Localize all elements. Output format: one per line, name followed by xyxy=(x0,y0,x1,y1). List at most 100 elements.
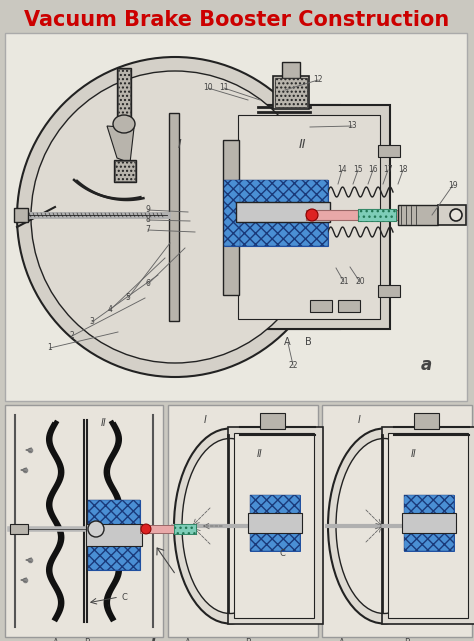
FancyBboxPatch shape xyxy=(438,205,466,225)
Text: I: I xyxy=(203,415,207,425)
FancyBboxPatch shape xyxy=(248,513,302,533)
FancyBboxPatch shape xyxy=(282,62,300,78)
Text: 8: 8 xyxy=(146,215,150,224)
FancyBboxPatch shape xyxy=(306,210,401,220)
Text: 9: 9 xyxy=(146,206,150,215)
FancyBboxPatch shape xyxy=(404,529,454,551)
Ellipse shape xyxy=(88,521,104,537)
FancyBboxPatch shape xyxy=(88,542,140,570)
Text: 7: 7 xyxy=(146,226,150,235)
FancyBboxPatch shape xyxy=(238,220,328,246)
Text: C: C xyxy=(121,593,127,602)
FancyBboxPatch shape xyxy=(5,33,467,401)
Text: B: B xyxy=(404,638,410,641)
FancyBboxPatch shape xyxy=(228,427,323,624)
Text: C: C xyxy=(279,549,285,558)
FancyBboxPatch shape xyxy=(10,524,28,534)
Text: 11: 11 xyxy=(219,83,229,92)
FancyBboxPatch shape xyxy=(238,180,328,206)
FancyBboxPatch shape xyxy=(88,500,140,528)
Text: b: b xyxy=(150,638,160,641)
FancyBboxPatch shape xyxy=(238,220,328,246)
Text: A: A xyxy=(53,638,59,641)
Ellipse shape xyxy=(113,115,135,133)
Text: c: c xyxy=(459,638,468,641)
Text: 2: 2 xyxy=(70,331,74,340)
Text: 17: 17 xyxy=(383,165,393,174)
FancyBboxPatch shape xyxy=(86,524,142,546)
Text: A: A xyxy=(283,337,290,347)
FancyBboxPatch shape xyxy=(117,68,131,123)
Text: B: B xyxy=(245,638,251,641)
FancyBboxPatch shape xyxy=(88,542,140,570)
Text: 5: 5 xyxy=(126,294,130,303)
FancyBboxPatch shape xyxy=(404,529,454,551)
FancyBboxPatch shape xyxy=(115,161,135,181)
FancyBboxPatch shape xyxy=(338,300,360,312)
FancyBboxPatch shape xyxy=(273,76,309,109)
FancyBboxPatch shape xyxy=(169,113,179,321)
Ellipse shape xyxy=(306,209,318,221)
Text: I: I xyxy=(357,415,360,425)
Text: 13: 13 xyxy=(347,122,357,131)
Text: 1: 1 xyxy=(47,344,52,353)
Text: 21: 21 xyxy=(339,278,349,287)
Text: I: I xyxy=(178,138,182,151)
Text: 16: 16 xyxy=(368,165,378,174)
Text: 22: 22 xyxy=(288,360,298,369)
FancyBboxPatch shape xyxy=(414,413,439,429)
FancyBboxPatch shape xyxy=(250,529,300,551)
FancyBboxPatch shape xyxy=(310,300,332,312)
FancyBboxPatch shape xyxy=(224,180,240,246)
Ellipse shape xyxy=(450,209,462,221)
FancyBboxPatch shape xyxy=(168,405,318,637)
FancyBboxPatch shape xyxy=(404,495,454,517)
Text: 3: 3 xyxy=(90,317,94,326)
Text: II: II xyxy=(298,138,306,151)
FancyBboxPatch shape xyxy=(275,78,307,107)
FancyBboxPatch shape xyxy=(398,205,438,225)
Ellipse shape xyxy=(328,428,440,624)
FancyBboxPatch shape xyxy=(238,180,328,206)
FancyBboxPatch shape xyxy=(5,405,163,637)
Text: B: B xyxy=(305,337,311,347)
FancyBboxPatch shape xyxy=(260,413,285,429)
Text: a: a xyxy=(420,356,432,374)
FancyBboxPatch shape xyxy=(140,525,178,533)
Polygon shape xyxy=(107,126,134,163)
FancyBboxPatch shape xyxy=(250,495,300,517)
FancyBboxPatch shape xyxy=(174,524,196,534)
Ellipse shape xyxy=(336,438,432,613)
Text: B: B xyxy=(84,638,90,641)
Text: 15: 15 xyxy=(353,165,363,174)
Text: 20: 20 xyxy=(355,278,365,287)
Text: II: II xyxy=(257,449,263,459)
Ellipse shape xyxy=(17,57,333,377)
Text: 12: 12 xyxy=(313,76,323,85)
FancyBboxPatch shape xyxy=(388,433,468,618)
FancyBboxPatch shape xyxy=(322,405,472,637)
FancyBboxPatch shape xyxy=(88,500,140,528)
Text: 14: 14 xyxy=(337,165,347,174)
FancyBboxPatch shape xyxy=(250,529,300,551)
Text: 19: 19 xyxy=(448,181,458,190)
FancyBboxPatch shape xyxy=(223,140,239,295)
FancyBboxPatch shape xyxy=(114,160,136,182)
Text: II: II xyxy=(101,418,107,428)
FancyBboxPatch shape xyxy=(230,105,390,329)
FancyBboxPatch shape xyxy=(118,69,130,122)
FancyBboxPatch shape xyxy=(404,495,454,517)
Text: 6: 6 xyxy=(146,279,150,288)
Text: 4: 4 xyxy=(108,306,112,315)
FancyBboxPatch shape xyxy=(378,145,400,157)
Text: A: A xyxy=(185,638,191,641)
FancyBboxPatch shape xyxy=(14,208,28,222)
Text: 10: 10 xyxy=(203,83,213,92)
Ellipse shape xyxy=(141,524,151,534)
Text: 18: 18 xyxy=(398,165,408,174)
FancyBboxPatch shape xyxy=(224,180,240,246)
FancyBboxPatch shape xyxy=(402,513,456,533)
Ellipse shape xyxy=(174,428,286,624)
Text: A: A xyxy=(339,638,345,641)
FancyBboxPatch shape xyxy=(358,209,396,221)
